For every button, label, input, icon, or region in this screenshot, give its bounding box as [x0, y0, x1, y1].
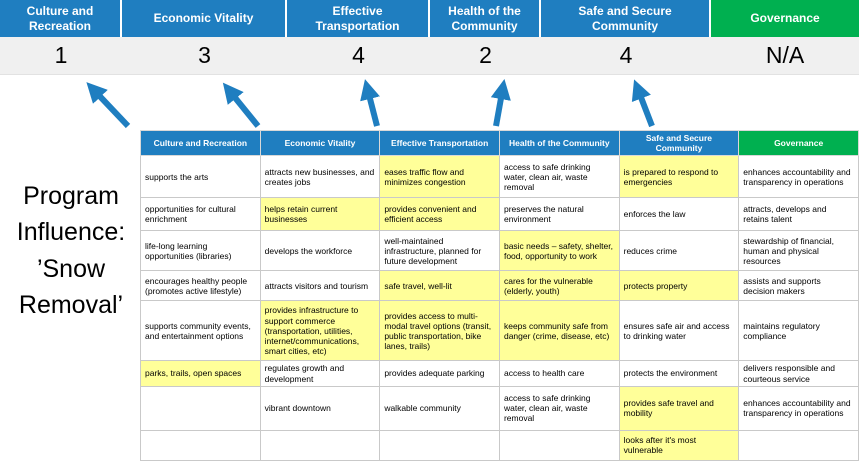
- matrix-cell: protects the environment: [618, 360, 740, 387]
- category-header-health: Health of the Community: [430, 0, 541, 37]
- score-governance: N/A: [765, 42, 805, 68]
- matrix-cell: provides access to multi-modal travel op…: [379, 300, 500, 362]
- matrix-cell: attracts, develops and retains talent: [738, 197, 859, 232]
- matrix-cell: supports community events, and entertain…: [140, 300, 261, 362]
- matrix-cell: ensures safe air and access to drinking …: [618, 300, 740, 362]
- matrix-cell: [140, 385, 261, 431]
- matrix-cell: [498, 429, 620, 461]
- matrix-row: vibrant downtown walkable community access…: [140, 385, 859, 431]
- matrix-cell: delivers responsible and courteous servi…: [738, 360, 859, 387]
- category-header-governance: Governance: [711, 0, 859, 37]
- matrix-cell: is prepared to respond to emergencies: [618, 155, 740, 199]
- matrix-header-cell: Governance: [738, 129, 859, 157]
- category-header-row: Culture and Recreation Economic Vitality…: [0, 0, 859, 37]
- matrix-cell: parks, trails, open spaces: [140, 360, 261, 387]
- influence-arrows-icon: [86, 78, 655, 129]
- score-health: 2: [479, 42, 492, 68]
- matrix-cell: supports the arts: [140, 155, 261, 199]
- matrix-row: encourages healthy people (promotes acti…: [140, 270, 859, 302]
- score-transportation: 4: [352, 42, 365, 68]
- program-title: Program Influence: ’Snow Removal’: [16, 182, 126, 319]
- category-header-culture: Culture and Recreation: [0, 0, 122, 37]
- matrix-cell: access to safe drinking water, clean air…: [498, 385, 620, 431]
- matrix-cell: provides safe travel and mobility: [618, 385, 740, 431]
- category-header-economic: Economic Vitality: [122, 0, 287, 37]
- matrix-cell: helps retain current businesses: [259, 197, 381, 232]
- matrix-cell: maintains regulatory compliance: [738, 300, 859, 362]
- matrix-cell: attracts visitors and tourism: [259, 270, 381, 302]
- matrix-cell: walkable community: [379, 385, 500, 431]
- matrix-cell: [379, 429, 500, 461]
- matrix-cell: attracts new businesses, and creates job…: [259, 155, 381, 199]
- matrix-row: opportunities for cultural enrichment hel…: [140, 197, 859, 232]
- matrix-row: supports the arts attracts new businesses…: [140, 155, 859, 199]
- matrix-row: life-long learning opportunities (librar…: [140, 230, 859, 272]
- matrix-cell: stewardship of financial, human and phys…: [738, 230, 859, 272]
- matrix-cell: preserves the natural environment: [498, 197, 620, 232]
- matrix-cell: keeps community safe from danger (crime,…: [498, 300, 620, 362]
- matrix-cell: enhances accountability and transparency…: [738, 385, 859, 431]
- matrix-header-cell: Culture and Recreation: [140, 129, 261, 157]
- matrix-cell: cares for the vulnerable (elderly, youth…: [498, 270, 620, 302]
- category-header-safe: Safe and Secure Community: [541, 0, 711, 37]
- matrix-header-cell: Health of the Community: [498, 129, 620, 157]
- matrix-cell: well-maintained infrastructure, planned …: [379, 230, 500, 272]
- score-culture: 1: [54, 42, 68, 68]
- matrix-cell: encourages healthy people (promotes acti…: [140, 270, 261, 302]
- matrix-cell: enforces the law: [618, 197, 740, 232]
- matrix-cell: develops the workforce: [259, 230, 381, 272]
- matrix-cell: [738, 429, 859, 461]
- matrix-cell: provides convenient and efficient access: [379, 197, 500, 232]
- matrix-header-cell: Effective Transportation: [379, 129, 500, 157]
- matrix-row: looks after it's most vulnerable: [140, 429, 859, 461]
- matrix-table: Culture and Recreation Economic Vitality E…: [140, 129, 859, 461]
- matrix-cell: life-long learning opportunities (librar…: [140, 230, 261, 272]
- matrix-cell: vibrant downtown: [259, 385, 381, 431]
- matrix-cell: [259, 429, 381, 461]
- score-row: 1 3 4 2 4 N/A: [0, 37, 859, 75]
- matrix-cell: eases traffic flow and minimizes congest…: [379, 155, 500, 199]
- score-economic: 3: [198, 42, 211, 68]
- matrix-row: parks, trails, open spaces regulates grow…: [140, 360, 859, 387]
- matrix-cell: opportunities for cultural enrichment: [140, 197, 261, 232]
- matrix-cell: safe travel, well-lit: [379, 270, 500, 302]
- matrix-cell: assists and supports decision makers: [738, 270, 859, 302]
- matrix-head-row: Culture and Recreation Economic Vitality E…: [140, 129, 859, 157]
- matrix-cell: basic needs – safety, shelter, food, opp…: [498, 230, 620, 272]
- category-header-transportation: Effective Transportation: [287, 0, 430, 37]
- matrix-cell: provides adequate parking: [379, 360, 500, 387]
- matrix-row: supports community events, and entertain…: [140, 300, 859, 362]
- matrix-cell: reduces crime: [618, 230, 740, 272]
- matrix-header-cell: Economic Vitality: [259, 129, 381, 157]
- score-safe: 4: [619, 42, 633, 68]
- matrix-cell: regulates growth and development: [259, 360, 381, 387]
- matrix-cell: protects property: [618, 270, 740, 302]
- matrix-cell: enhances accountability and transparency…: [738, 155, 859, 199]
- matrix-cell: access to safe drinking water, clean air…: [498, 155, 620, 199]
- matrix-cell: looks after it's most vulnerable: [618, 429, 740, 461]
- matrix-cell: provides infrastructure to support comme…: [259, 300, 381, 362]
- matrix-cell: [140, 429, 261, 461]
- matrix-header-cell: Safe and Secure Community: [618, 129, 740, 157]
- matrix-body: supports the arts attracts new businesses…: [140, 155, 859, 461]
- matrix-cell: access to health care: [498, 360, 620, 387]
